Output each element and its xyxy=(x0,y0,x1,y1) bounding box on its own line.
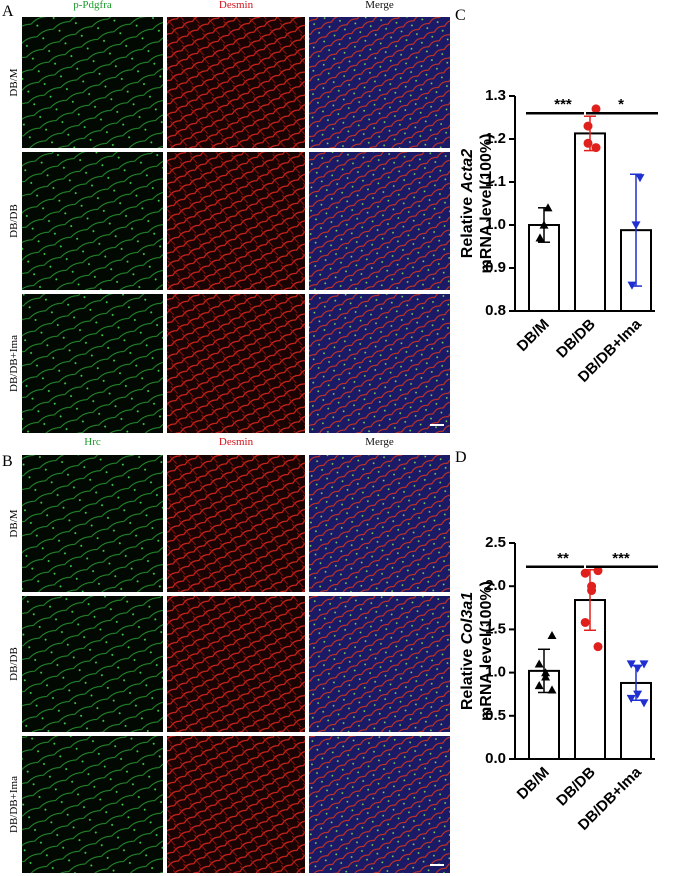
significance-label: *** xyxy=(554,96,572,113)
data-point xyxy=(543,203,553,212)
data-point xyxy=(591,143,601,153)
data-point xyxy=(541,672,551,681)
column-header: Desmin xyxy=(219,436,254,448)
micrograph xyxy=(22,736,163,873)
data-point xyxy=(593,642,603,652)
micrograph xyxy=(22,17,163,148)
row-label: DB/DB xyxy=(8,647,20,681)
panel-label: A xyxy=(2,3,14,20)
y-tick-label: 0.9 xyxy=(485,259,506,276)
y-tick-label: 2.0 xyxy=(485,577,506,594)
x-tick-label: DB/M xyxy=(514,764,553,803)
x-tick-label: DB/M xyxy=(514,316,553,355)
micrograph xyxy=(167,294,305,433)
data-point xyxy=(539,220,549,229)
micrograph xyxy=(309,17,450,148)
y-tick-label: 1.0 xyxy=(485,664,506,681)
data-point xyxy=(583,138,593,148)
scale-bar xyxy=(430,424,444,426)
significance-label: *** xyxy=(612,550,630,567)
y-tick-label: 0.8 xyxy=(485,302,506,319)
column-header: Merge xyxy=(365,0,394,11)
micrograph xyxy=(22,152,163,290)
micrograph xyxy=(167,596,305,732)
micrograph xyxy=(167,17,305,148)
micrograph xyxy=(309,152,450,290)
data-point xyxy=(547,630,557,640)
y-axis-label-gene: Acta2 xyxy=(459,149,476,194)
data-point xyxy=(635,174,645,183)
column-header: Merge xyxy=(365,436,394,448)
bar xyxy=(574,132,606,312)
micrograph xyxy=(167,152,305,290)
column-header: Hrc xyxy=(84,436,101,448)
row-label: DB/M xyxy=(8,68,20,96)
y-tick-label: 1.3 xyxy=(485,87,506,104)
micrograph xyxy=(167,455,305,592)
significance-label: * xyxy=(618,96,624,113)
y-axis-label-prefix: Relative xyxy=(459,649,476,710)
significance-label: ** xyxy=(557,550,569,567)
micrograph xyxy=(309,455,450,592)
data-point xyxy=(626,694,636,704)
data-point xyxy=(580,617,590,627)
y-tick-label: 2.5 xyxy=(485,534,506,551)
column-header: Desmin xyxy=(219,0,254,11)
scale-bar xyxy=(430,864,444,866)
x-tick-label: DB/DB xyxy=(553,764,599,810)
data-point xyxy=(580,568,590,578)
row-label: DB/DB+Ima xyxy=(8,335,20,392)
x-tick-label: DB/DB xyxy=(553,316,599,362)
micrograph xyxy=(309,736,450,873)
row-label: DB/DB xyxy=(8,204,20,238)
micrograph xyxy=(309,596,450,732)
y-tick-label: 0.0 xyxy=(485,750,506,767)
y-axis-label: mRNA level(100%) xyxy=(478,581,495,721)
data-point xyxy=(547,685,557,694)
micrograph xyxy=(22,596,163,732)
data-point xyxy=(639,660,649,669)
y-tick-label: 1.1 xyxy=(485,173,506,190)
y-tick-label: 1.2 xyxy=(485,130,506,147)
y-tick-label: 0.5 xyxy=(485,707,506,724)
row-label: DB/DB+Ima xyxy=(8,776,20,833)
data-point xyxy=(534,681,544,690)
micrograph xyxy=(22,455,163,592)
data-point xyxy=(587,586,597,596)
panel-label: B xyxy=(2,453,13,470)
data-point xyxy=(593,566,603,576)
y-axis-label: Relative Col3a1 xyxy=(459,592,476,710)
data-point xyxy=(627,281,637,290)
data-point xyxy=(535,233,545,242)
data-point xyxy=(591,104,601,114)
micrograph xyxy=(309,294,450,433)
y-tick-label: 1.0 xyxy=(485,216,506,233)
data-point xyxy=(631,221,641,230)
micrograph xyxy=(167,736,305,873)
row-label: DB/M xyxy=(8,509,20,537)
panel-label: C xyxy=(455,7,466,24)
panel-label: D xyxy=(455,449,467,466)
data-point xyxy=(633,690,643,699)
column-header: p-Pdgfra xyxy=(73,0,112,11)
y-axis-label-gene: Col3a1 xyxy=(459,592,476,645)
data-point xyxy=(639,699,649,708)
data-point xyxy=(626,660,636,669)
y-tick-label: 1.5 xyxy=(485,620,506,637)
data-point xyxy=(633,664,643,673)
data-point xyxy=(583,121,593,131)
data-point xyxy=(541,668,551,677)
y-axis-label-prefix: Relative xyxy=(459,197,476,258)
y-axis-label: Relative Acta2 xyxy=(459,149,476,259)
data-point xyxy=(534,659,544,668)
y-axis-label: mRNA level(100%) xyxy=(478,134,495,274)
micrograph xyxy=(22,294,163,433)
